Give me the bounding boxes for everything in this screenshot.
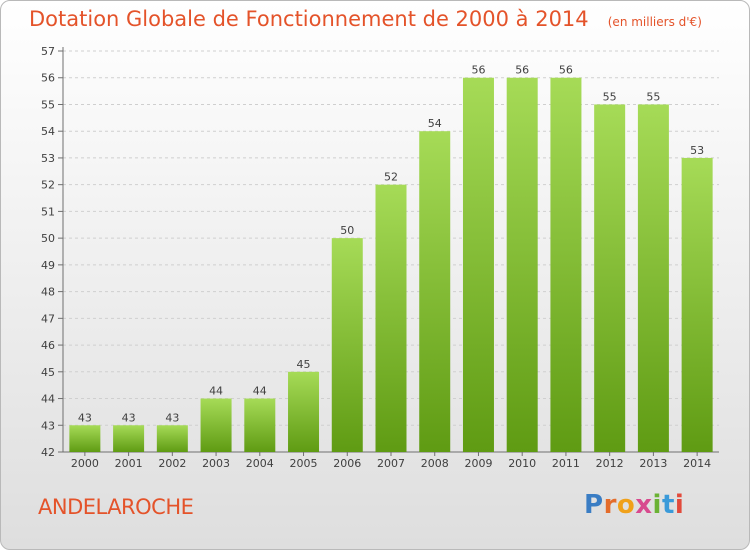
commune-name: ANDELAROCHE <box>38 495 194 519</box>
bar <box>288 371 320 452</box>
bar <box>506 77 538 452</box>
y-tick-label: 52 <box>41 179 55 192</box>
bar <box>113 425 145 452</box>
bar <box>156 425 188 452</box>
data-label: 54 <box>428 117 442 130</box>
x-tick-label: 2005 <box>290 457 318 470</box>
data-label: 45 <box>297 358 311 371</box>
logo-letter: x <box>635 490 653 520</box>
bar <box>594 104 626 452</box>
bar <box>550 77 582 452</box>
y-tick-label: 54 <box>41 125 55 138</box>
y-tick-label: 56 <box>41 72 55 85</box>
y-tick-label: 45 <box>41 366 55 379</box>
y-tick-label: 57 <box>41 45 55 58</box>
x-tick-label: 2009 <box>464 457 492 470</box>
bar <box>637 104 669 452</box>
data-label: 43 <box>78 411 92 424</box>
logo-letter: t <box>661 490 675 520</box>
y-tick-label: 50 <box>41 232 55 245</box>
chart-title: Dotation Globale de Fonctionnement de 20… <box>29 7 589 31</box>
data-label: 56 <box>559 64 573 77</box>
x-tick-label: 2012 <box>596 457 624 470</box>
x-tick-label: 2008 <box>421 457 449 470</box>
data-label: 56 <box>471 64 485 77</box>
y-tick-label: 47 <box>41 312 55 325</box>
bar <box>244 398 276 452</box>
data-label: 43 <box>165 411 179 424</box>
bar <box>462 77 494 452</box>
x-tick-label: 2002 <box>158 457 186 470</box>
logo-letter: i <box>674 490 685 520</box>
logo-letter: P <box>584 490 604 520</box>
bar <box>419 131 451 452</box>
bars <box>69 77 713 452</box>
bar <box>69 425 101 452</box>
data-label: 55 <box>603 90 617 103</box>
x-tick-label: 2011 <box>552 457 580 470</box>
title-row: Dotation Globale de Fonctionnement de 20… <box>29 7 702 31</box>
bar <box>681 157 713 452</box>
y-tick-label: 51 <box>41 205 55 218</box>
y-tick-label: 48 <box>41 286 55 299</box>
data-label: 44 <box>253 385 267 398</box>
data-label: 52 <box>384 171 398 184</box>
data-label: 53 <box>690 144 704 157</box>
logo-letter: i <box>652 490 662 520</box>
y-tick-label: 55 <box>41 98 55 111</box>
bar <box>200 398 232 452</box>
data-label: 44 <box>209 385 223 398</box>
x-tick-label: 2007 <box>377 457 405 470</box>
x-tick-label: 2014 <box>683 457 711 470</box>
x-tick-label: 2003 <box>202 457 230 470</box>
y-tick-label: 46 <box>41 339 55 352</box>
data-label: 55 <box>646 90 660 103</box>
proxiti-logo: Proxiti <box>584 490 684 520</box>
labels: 42 43 44 45 46 47 48 49 50 51 52 53 54 55 56 57 43 2000 43… <box>41 45 711 470</box>
x-tick-label: 2013 <box>639 457 667 470</box>
bar <box>375 184 407 452</box>
x-tick-label: 2001 <box>115 457 143 470</box>
x-tick-label: 2006 <box>333 457 361 470</box>
chart-subtitle: (en milliers d'€) <box>607 15 702 29</box>
y-tick-label: 42 <box>41 446 55 459</box>
logo-letter: o <box>616 490 636 520</box>
x-tick-label: 2004 <box>246 457 274 470</box>
y-tick-label: 53 <box>41 152 55 165</box>
y-tick-label: 49 <box>41 259 55 272</box>
data-label: 50 <box>340 224 354 237</box>
logo-letter: r <box>603 490 617 520</box>
data-label: 56 <box>515 64 529 77</box>
y-tick-label: 44 <box>41 393 55 406</box>
data-label: 43 <box>122 411 136 424</box>
bar <box>331 238 363 452</box>
y-tick-label: 43 <box>41 419 55 432</box>
x-tick-label: 2010 <box>508 457 536 470</box>
x-tick-label: 2000 <box>71 457 99 470</box>
